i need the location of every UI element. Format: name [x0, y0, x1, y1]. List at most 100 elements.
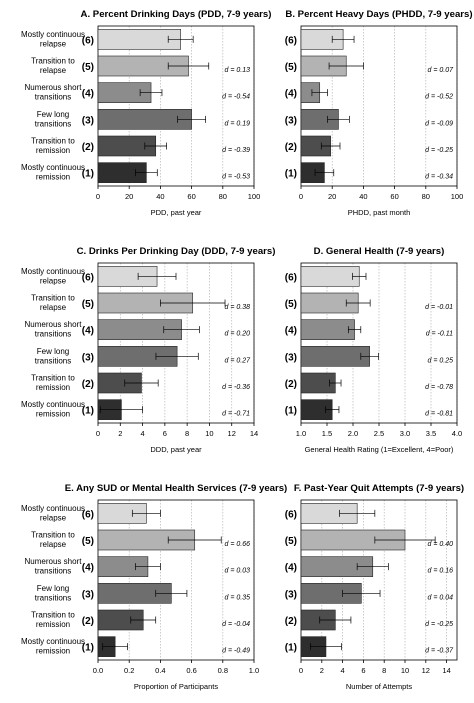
x-tick-label: 0.0 — [93, 666, 103, 675]
x-tick-label: 4.0 — [452, 429, 462, 438]
chart-title: A. Percent Drinking Days (PDD, 7-9 years… — [81, 9, 272, 20]
effect-size-label: d = -0.71 — [222, 411, 250, 418]
group-code: (4) — [82, 326, 94, 337]
group-code: (2) — [82, 379, 94, 390]
group-code: (6) — [82, 35, 94, 46]
x-tick-label: 0 — [299, 192, 303, 201]
group-code: (3) — [285, 115, 297, 126]
x-tick-label: 20 — [328, 192, 336, 201]
group-code: (1) — [82, 643, 94, 654]
x-axis-label: General Health Rating (1=Excellent, 4=Po… — [305, 445, 454, 454]
category-label: transitions — [35, 567, 71, 576]
category-label: Transition to — [31, 294, 75, 303]
effect-size-label: d = -0.37 — [425, 648, 454, 655]
category-label: relapse — [40, 303, 67, 312]
category-label: Few long — [37, 584, 69, 593]
group-code: (3) — [82, 589, 94, 600]
x-tick-label: 1.5 — [322, 429, 332, 438]
chart-title: E. Any SUD or Mental Health Services (7-… — [65, 483, 288, 494]
x-tick-label: 0 — [96, 192, 100, 201]
chart-panel-1: A. Percent Drinking Days (PDD, 7-9 years… — [21, 9, 271, 217]
effect-size-label: d = 0.20 — [225, 331, 251, 338]
x-tick-label: 40 — [359, 192, 367, 201]
group-code: (1) — [285, 406, 297, 417]
x-tick-label: 100 — [248, 192, 261, 201]
x-tick-label: 1.0 — [296, 429, 306, 438]
group-code: (5) — [82, 299, 94, 310]
group-code: (6) — [285, 509, 297, 520]
effect-size-label: d = 0.16 — [428, 568, 454, 575]
x-tick-label: 2.0 — [348, 429, 358, 438]
x-axis-label: PDD, past year — [151, 208, 202, 217]
chart-title: F. Past-Year Quit Attempts (7-9 years) — [294, 483, 464, 494]
category-label: Mostly continuous — [21, 637, 85, 646]
x-tick-label: 0 — [299, 666, 303, 675]
category-label: remission — [36, 410, 70, 419]
group-code: (1) — [82, 406, 94, 417]
category-label: transitions — [35, 356, 71, 365]
bar — [300, 266, 360, 287]
effect-size-label: d = 0.27 — [225, 357, 252, 364]
group-code: (5) — [285, 299, 297, 310]
category-label: Transition to — [31, 611, 75, 620]
category-label: Transition to — [31, 137, 75, 146]
plot-frame — [300, 499, 458, 661]
x-tick-label: 3.0 — [400, 429, 410, 438]
group-code: (4) — [285, 563, 297, 574]
group-code: (6) — [82, 509, 94, 520]
category-label: Transition to — [31, 374, 75, 383]
category-label: Numerous short — [25, 320, 83, 329]
category-label: transitions — [35, 593, 71, 602]
group-code: (3) — [82, 352, 94, 363]
x-tick-label: 10 — [205, 429, 213, 438]
effect-size-label: d = 0.66 — [225, 541, 251, 548]
category-label: relapse — [40, 66, 67, 75]
group-code: (1) — [82, 169, 94, 180]
x-tick-label: 6 — [361, 666, 365, 675]
effect-size-label: d = -0.78 — [425, 384, 453, 391]
category-label: relapse — [40, 39, 67, 48]
effect-size-label: d = -0.34 — [425, 174, 453, 181]
x-tick-label: 80 — [219, 192, 227, 201]
effect-size-label: d = 0.35 — [225, 594, 251, 601]
category-label: Transition to — [31, 531, 75, 540]
chart-panel-2: B. Percent Heavy Days (PHDD, 7-9 years) (… — [285, 9, 473, 217]
category-label: Mostly continuous — [21, 30, 85, 39]
x-tick-label: 0.8 — [218, 666, 228, 675]
category-label: relapse — [40, 276, 67, 285]
x-tick-label: 10 — [401, 666, 409, 675]
plot-frame — [97, 499, 255, 661]
group-code: (5) — [285, 62, 297, 73]
x-tick-label: 14 — [442, 666, 450, 675]
effect-size-label: d = -0.04 — [222, 621, 250, 628]
group-code: (2) — [285, 616, 297, 627]
x-tick-label: 12 — [422, 666, 430, 675]
category-label: remission — [36, 620, 70, 629]
effect-size-label: d = -0.11 — [426, 331, 453, 338]
chart-panel-4: D. General Health (7-9 years) (6) (5) d = -… — [285, 246, 462, 454]
effect-size-label: d = -0.09 — [425, 120, 453, 127]
effect-size-label: d = -0.39 — [222, 147, 250, 154]
group-code: (5) — [82, 62, 94, 73]
x-tick-label: 4 — [140, 429, 144, 438]
group-code: (3) — [82, 115, 94, 126]
category-label: Mostly continuous — [21, 163, 85, 172]
group-code: (6) — [285, 35, 297, 46]
plot-frame — [300, 25, 458, 187]
category-label: Mostly continuous — [21, 504, 85, 513]
category-label: Numerous short — [25, 83, 83, 92]
group-code: (4) — [82, 563, 94, 574]
chart-title: D. General Health (7-9 years) — [314, 246, 445, 257]
x-tick-label: 20 — [125, 192, 133, 201]
effect-size-label: d = -0.25 — [425, 621, 453, 628]
effect-size-label: d = 0.03 — [225, 568, 251, 575]
effect-size-label: d = 0.25 — [428, 357, 454, 364]
effect-size-label: d = 0.38 — [225, 304, 251, 311]
category-label: Few long — [37, 347, 69, 356]
x-tick-label: 0.6 — [186, 666, 196, 675]
effect-size-label: d = -0.25 — [425, 147, 453, 154]
x-axis-label: PHDD, past month — [348, 208, 411, 217]
effect-size-label: d = -0.81 — [425, 411, 453, 418]
x-tick-label: 2.5 — [374, 429, 384, 438]
group-code: (4) — [285, 89, 297, 100]
